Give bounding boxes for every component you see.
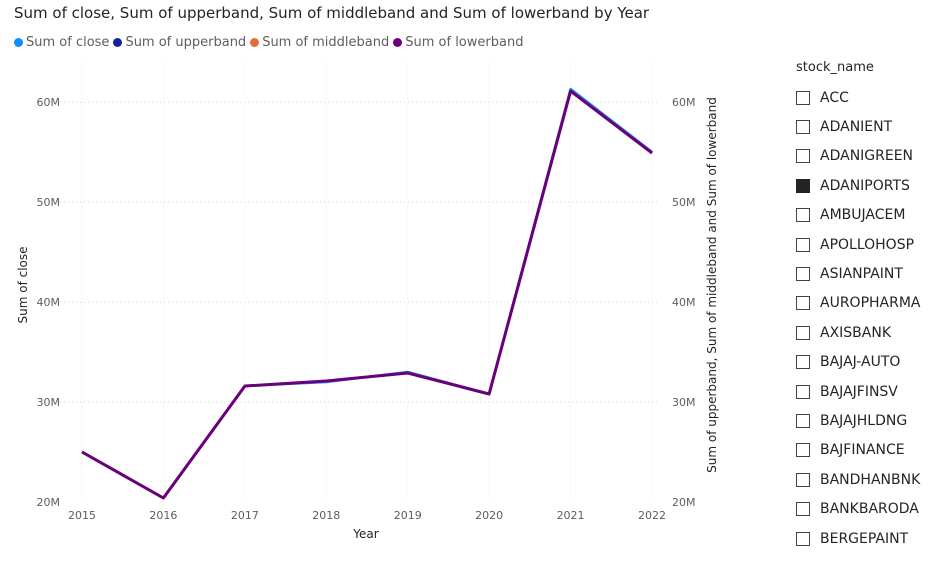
checkbox[interactable] xyxy=(796,472,810,487)
x-axis: 2015 2016 2017 2018 2019 2020 2021 2022 xyxy=(68,509,666,522)
x-tick-label: 2022 xyxy=(638,509,666,522)
checkbox[interactable] xyxy=(796,502,810,517)
slicer-item-label: ASIANPAINT xyxy=(820,266,903,283)
slicer-item[interactable]: ASIANPAINT xyxy=(790,259,940,288)
y-tick-label: 40M xyxy=(37,296,61,309)
slicer-item[interactable]: BAJAJFINSV xyxy=(790,377,940,406)
series-line xyxy=(81,89,653,500)
checkbox[interactable] xyxy=(796,120,810,135)
slicer-title: stock_name xyxy=(796,60,874,75)
legend-label: Sum of lowerband xyxy=(405,35,524,50)
checkbox[interactable] xyxy=(796,267,810,282)
checkbox[interactable] xyxy=(796,355,810,370)
checkbox[interactable] xyxy=(796,296,810,311)
y-axis-left: 20M 30M 40M 50M 60M xyxy=(37,96,61,509)
stock-name-slicer: stock_name ACC ADANIENT ADANIGREEN ADANIPOR… xyxy=(790,60,940,553)
x-tick-label: 2018 xyxy=(312,509,340,522)
legend-marker-icon xyxy=(113,38,123,47)
slicer-item[interactable]: BANDHANBNK xyxy=(790,465,940,494)
y-tick-label: 60M xyxy=(37,96,61,109)
checkbox[interactable] xyxy=(796,443,810,458)
slicer-item[interactable]: APOLLOHOSP xyxy=(790,230,940,259)
slicer-item-label: BAJAJ-AUTO xyxy=(820,354,901,371)
slicer-item[interactable]: ACC xyxy=(790,83,940,112)
checkbox[interactable] xyxy=(796,178,810,193)
legend-item[interactable]: Sum of upperband xyxy=(113,35,246,50)
checkbox[interactable] xyxy=(796,384,810,399)
slicer-list: ACC ADANIENT ADANIGREEN ADANIPORTS AMBUJACEM… xyxy=(790,83,940,553)
legend-marker-icon xyxy=(393,38,403,47)
slicer-item[interactable]: ADANIGREEN xyxy=(790,142,940,171)
slicer-item[interactable]: BAJFINANCE xyxy=(790,436,940,465)
slicer-item[interactable]: BAJAJHLDNG xyxy=(790,406,940,435)
slicer-item-label: BAJAJHLDNG xyxy=(820,412,908,429)
legend-label: Sum of upperband xyxy=(125,35,247,50)
slicer-item-label: ADANIENT xyxy=(820,119,893,136)
checkbox[interactable] xyxy=(796,237,810,252)
chart-legend: Sum of close Sum of upperband Sum of middl… xyxy=(14,35,527,50)
legend-item[interactable]: Sum of middleband xyxy=(250,35,389,50)
slicer-item-label: BERGEPAINT xyxy=(820,530,909,547)
series-line xyxy=(81,87,653,500)
slicer-item[interactable]: AMBUJACEM xyxy=(790,201,940,230)
checkbox[interactable] xyxy=(796,325,810,340)
checkbox[interactable] xyxy=(796,149,810,164)
slicer-item[interactable]: BANKBARODA xyxy=(790,494,940,523)
series-line xyxy=(81,89,653,500)
slicer-item-label: ACC xyxy=(820,89,849,106)
legend-item[interactable]: Sum of lowerband xyxy=(393,35,523,50)
slicer-item-label: AUROPHARMA xyxy=(820,295,921,312)
slicer-item-label: AXISBANK xyxy=(820,324,892,341)
legend-label: Sum of close xyxy=(26,35,110,50)
x-axis-title: Year xyxy=(352,527,378,541)
x-tick-label: 2017 xyxy=(231,509,259,522)
slicer-item[interactable]: BERGEPAINT xyxy=(790,524,940,553)
y2-axis-title: Sum of upperband, Sum of middleband and … xyxy=(705,97,719,473)
slicer-item[interactable]: ADANIPORTS xyxy=(790,171,940,200)
slicer-item-label: ADANIPORTS xyxy=(820,177,910,194)
y2-tick-label: 50M xyxy=(672,196,696,209)
slicer-item-label: BANKBARODA xyxy=(820,501,919,518)
gridlines xyxy=(60,62,660,502)
slicer-item[interactable]: BAJAJ-AUTO xyxy=(790,348,940,377)
slicer-item[interactable]: ADANIENT xyxy=(790,112,940,141)
y2-tick-label: 30M xyxy=(672,396,696,409)
checkbox[interactable] xyxy=(796,531,810,546)
slicer-item-label: ADANIGREEN xyxy=(820,148,914,165)
y-tick-label: 30M xyxy=(37,396,61,409)
y2-tick-label: 20M xyxy=(672,496,696,509)
x-tick-label: 2020 xyxy=(475,509,503,522)
checkbox[interactable] xyxy=(796,208,810,223)
legend-label: Sum of middleband xyxy=(262,35,390,50)
slicer-item-label: BAJFINANCE xyxy=(820,442,905,459)
x-tick-label: 2019 xyxy=(394,509,422,522)
series-lines xyxy=(81,87,653,500)
slicer-item-label: APOLLOHOSP xyxy=(820,236,915,253)
x-tick-label: 2016 xyxy=(149,509,177,522)
x-tick-label: 2021 xyxy=(557,509,585,522)
y-tick-label: 20M xyxy=(37,496,61,509)
y-tick-label: 50M xyxy=(37,196,61,209)
series-line xyxy=(81,89,653,500)
slicer-item-label: AMBUJACEM xyxy=(820,207,906,224)
legend-marker-icon xyxy=(14,38,23,47)
checkbox[interactable] xyxy=(796,413,810,428)
slicer-item[interactable]: AUROPHARMA xyxy=(790,289,940,318)
legend-marker-icon xyxy=(250,38,260,47)
checkbox[interactable] xyxy=(796,90,810,105)
legend-item[interactable]: Sum of close xyxy=(14,35,109,50)
y-axis-right: 20M 30M 40M 50M 60M xyxy=(672,96,696,509)
x-tick-label: 2015 xyxy=(68,509,96,522)
y2-tick-label: 60M xyxy=(672,96,696,109)
y-axis-title: Sum of close xyxy=(16,246,30,323)
slicer-item[interactable]: AXISBANK xyxy=(790,318,940,347)
y2-tick-label: 40M xyxy=(672,296,696,309)
slicer-item-label: BAJAJFINSV xyxy=(820,383,898,400)
slicer-item-label: BANDHANBNK xyxy=(820,471,921,488)
chart-title: Sum of close, Sum of upperband, Sum of m… xyxy=(14,4,650,22)
